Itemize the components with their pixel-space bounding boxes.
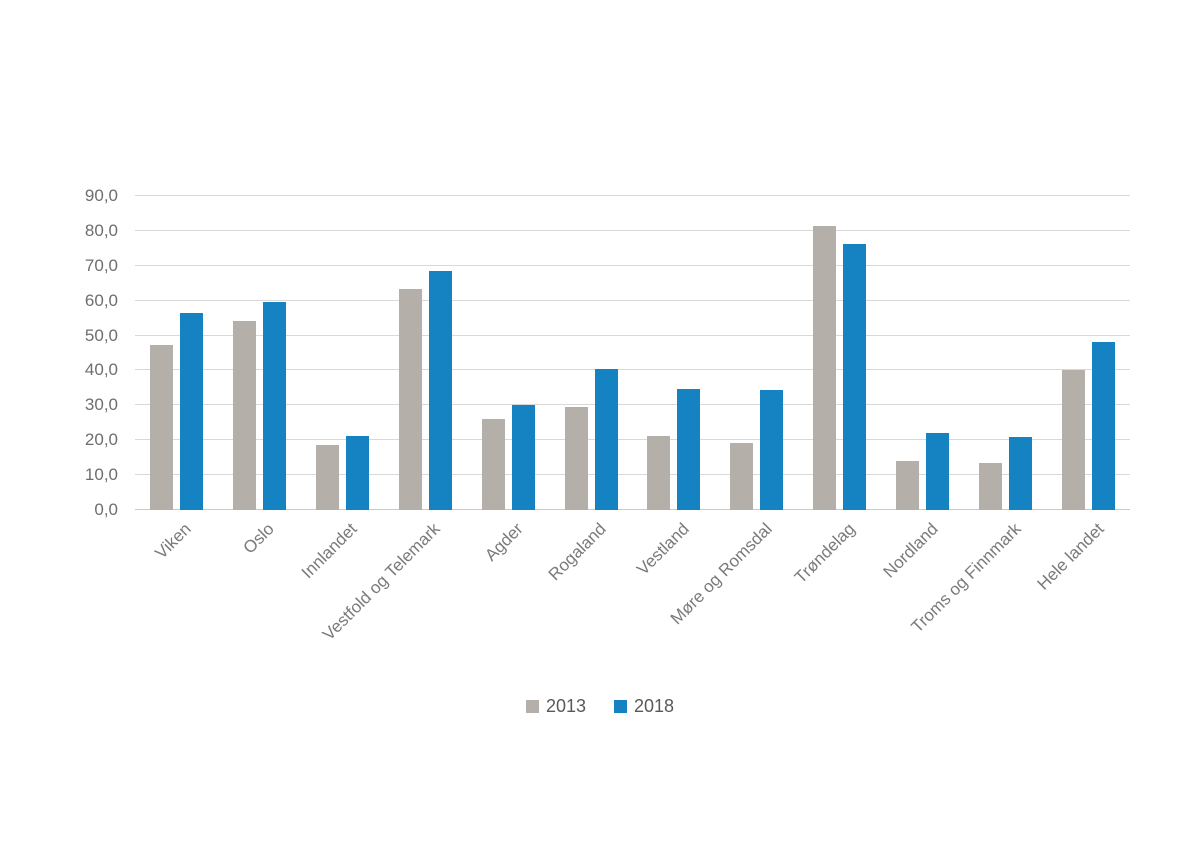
gridline-20 bbox=[135, 439, 1130, 441]
legend-swatch-2013 bbox=[525, 700, 539, 713]
gridline-40 bbox=[135, 369, 1130, 371]
gridline-60 bbox=[135, 299, 1130, 301]
gridline-70 bbox=[135, 264, 1130, 266]
bar-2013-oslo bbox=[233, 321, 256, 510]
legend-item-2018: 2018 bbox=[614, 696, 674, 717]
x-axis-label-agder: Agder bbox=[481, 519, 527, 565]
legend-item-2013: 2013 bbox=[525, 696, 586, 717]
bar-2013-møre-og-romsdal bbox=[730, 443, 753, 510]
x-axis-label-trøndelag: Trøndelag bbox=[790, 519, 859, 588]
bar-2018-oslo bbox=[263, 302, 286, 510]
bar-2018-nordland bbox=[926, 433, 949, 510]
x-axis-label-vestland: Vestland bbox=[633, 519, 693, 579]
bar-2018-møre-og-romsdal bbox=[760, 390, 783, 510]
y-tick-label-60: 60,0 bbox=[84, 290, 118, 310]
legend-label-2013: 2013 bbox=[545, 696, 586, 716]
bar-2018-viken bbox=[180, 313, 203, 510]
bar-2018-vestfold-og-telemark bbox=[429, 271, 452, 510]
y-tick-label-50: 50,0 bbox=[84, 325, 118, 345]
x-axis-label-hele-landet: Hele landet bbox=[1033, 519, 1108, 594]
bar-2013-viken bbox=[150, 345, 173, 510]
bar-2018-hele-landet bbox=[1092, 342, 1115, 510]
bar-2018-rogaland bbox=[595, 369, 618, 510]
gridline-30 bbox=[135, 404, 1130, 406]
legend-swatch-2018 bbox=[614, 700, 627, 713]
legend-label-2018: 2018 bbox=[634, 696, 675, 716]
gridline-80 bbox=[135, 229, 1130, 231]
bar-2013-vestland bbox=[647, 436, 670, 510]
x-axis-label-viken: Viken bbox=[151, 519, 195, 563]
y-tick-label-70: 70,0 bbox=[84, 255, 118, 275]
y-tick-label-0: 0,0 bbox=[94, 500, 118, 519]
x-axis-label-oslo: Oslo bbox=[239, 519, 278, 558]
bar-2013-innlandet bbox=[316, 445, 339, 510]
x-axis-line bbox=[135, 509, 1130, 510]
gridline-10 bbox=[135, 474, 1130, 476]
chart-legend: 2013 2018 bbox=[0, 696, 1200, 717]
x-axis-label-nordland: Nordland bbox=[879, 519, 942, 582]
y-tick-label-80: 80,0 bbox=[84, 220, 118, 240]
y-tick-label-10: 10,0 bbox=[84, 465, 118, 485]
bar-2018-vestland bbox=[677, 389, 700, 510]
y-tick-label-30: 30,0 bbox=[84, 395, 118, 415]
x-axis-label-rogaland: Rogaland bbox=[544, 519, 610, 585]
bar-2013-agder bbox=[482, 419, 505, 510]
y-tick-label-20: 20,0 bbox=[84, 430, 118, 450]
bar-2013-nordland bbox=[896, 461, 919, 510]
bar-2013-vestfold-og-telemark bbox=[399, 289, 422, 510]
plot-area bbox=[135, 195, 1130, 510]
bar-2013-rogaland bbox=[565, 407, 588, 510]
y-tick-label-90: 90,0 bbox=[84, 186, 118, 205]
bar-2013-troms-og-finnmark bbox=[979, 463, 1002, 510]
bar-2018-innlandet bbox=[346, 436, 369, 510]
gridline-90 bbox=[135, 195, 1130, 196]
x-axis-label-innlandet: Innlandet bbox=[297, 519, 361, 583]
y-tick-label-40: 40,0 bbox=[84, 360, 118, 380]
bar-2013-trøndelag bbox=[813, 226, 836, 510]
bar-2018-trøndelag bbox=[843, 244, 866, 510]
bar-2018-troms-og-finnmark bbox=[1009, 437, 1032, 510]
bar-2018-agder bbox=[512, 405, 535, 510]
gridline-50 bbox=[135, 334, 1130, 336]
bar-2013-hele-landet bbox=[1062, 370, 1085, 510]
